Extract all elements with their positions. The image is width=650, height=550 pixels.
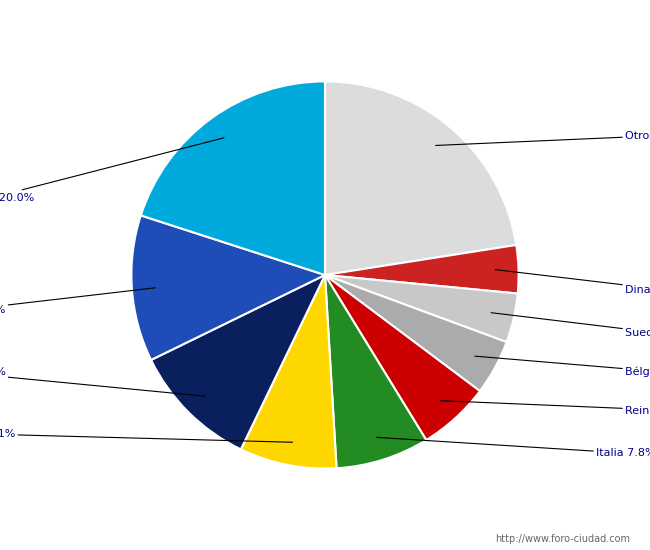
Text: Bélgica 4.6%: Bélgica 4.6%: [474, 356, 650, 377]
Text: Otros 22.5%: Otros 22.5%: [436, 130, 650, 145]
Wedge shape: [325, 81, 516, 275]
Text: Dinamarca 4.0%: Dinamarca 4.0%: [495, 270, 650, 295]
Text: Benavente - Turistas extranjeros según país - Abril de 2024: Benavente - Turistas extranjeros según p…: [70, 15, 580, 31]
Text: Suecia 4.1%: Suecia 4.1%: [491, 313, 650, 338]
Wedge shape: [325, 275, 426, 468]
Text: http://www.foro-ciudad.com: http://www.foro-ciudad.com: [495, 535, 630, 544]
Wedge shape: [325, 275, 506, 391]
Wedge shape: [241, 275, 337, 469]
Wedge shape: [325, 275, 517, 342]
Wedge shape: [325, 245, 519, 294]
Text: Países Bajos 10.6%: Países Bajos 10.6%: [0, 366, 205, 396]
Wedge shape: [151, 275, 325, 449]
Text: Alemania 8.1%: Alemania 8.1%: [0, 429, 292, 442]
Text: Francia 12.2%: Francia 12.2%: [0, 288, 155, 315]
Text: Italia 7.8%: Italia 7.8%: [376, 437, 650, 458]
Wedge shape: [131, 216, 325, 360]
Wedge shape: [141, 81, 325, 275]
Text: Portugal 20.0%: Portugal 20.0%: [0, 138, 224, 202]
Wedge shape: [325, 275, 480, 440]
Text: Reino Unido 6.0%: Reino Unido 6.0%: [440, 400, 650, 415]
